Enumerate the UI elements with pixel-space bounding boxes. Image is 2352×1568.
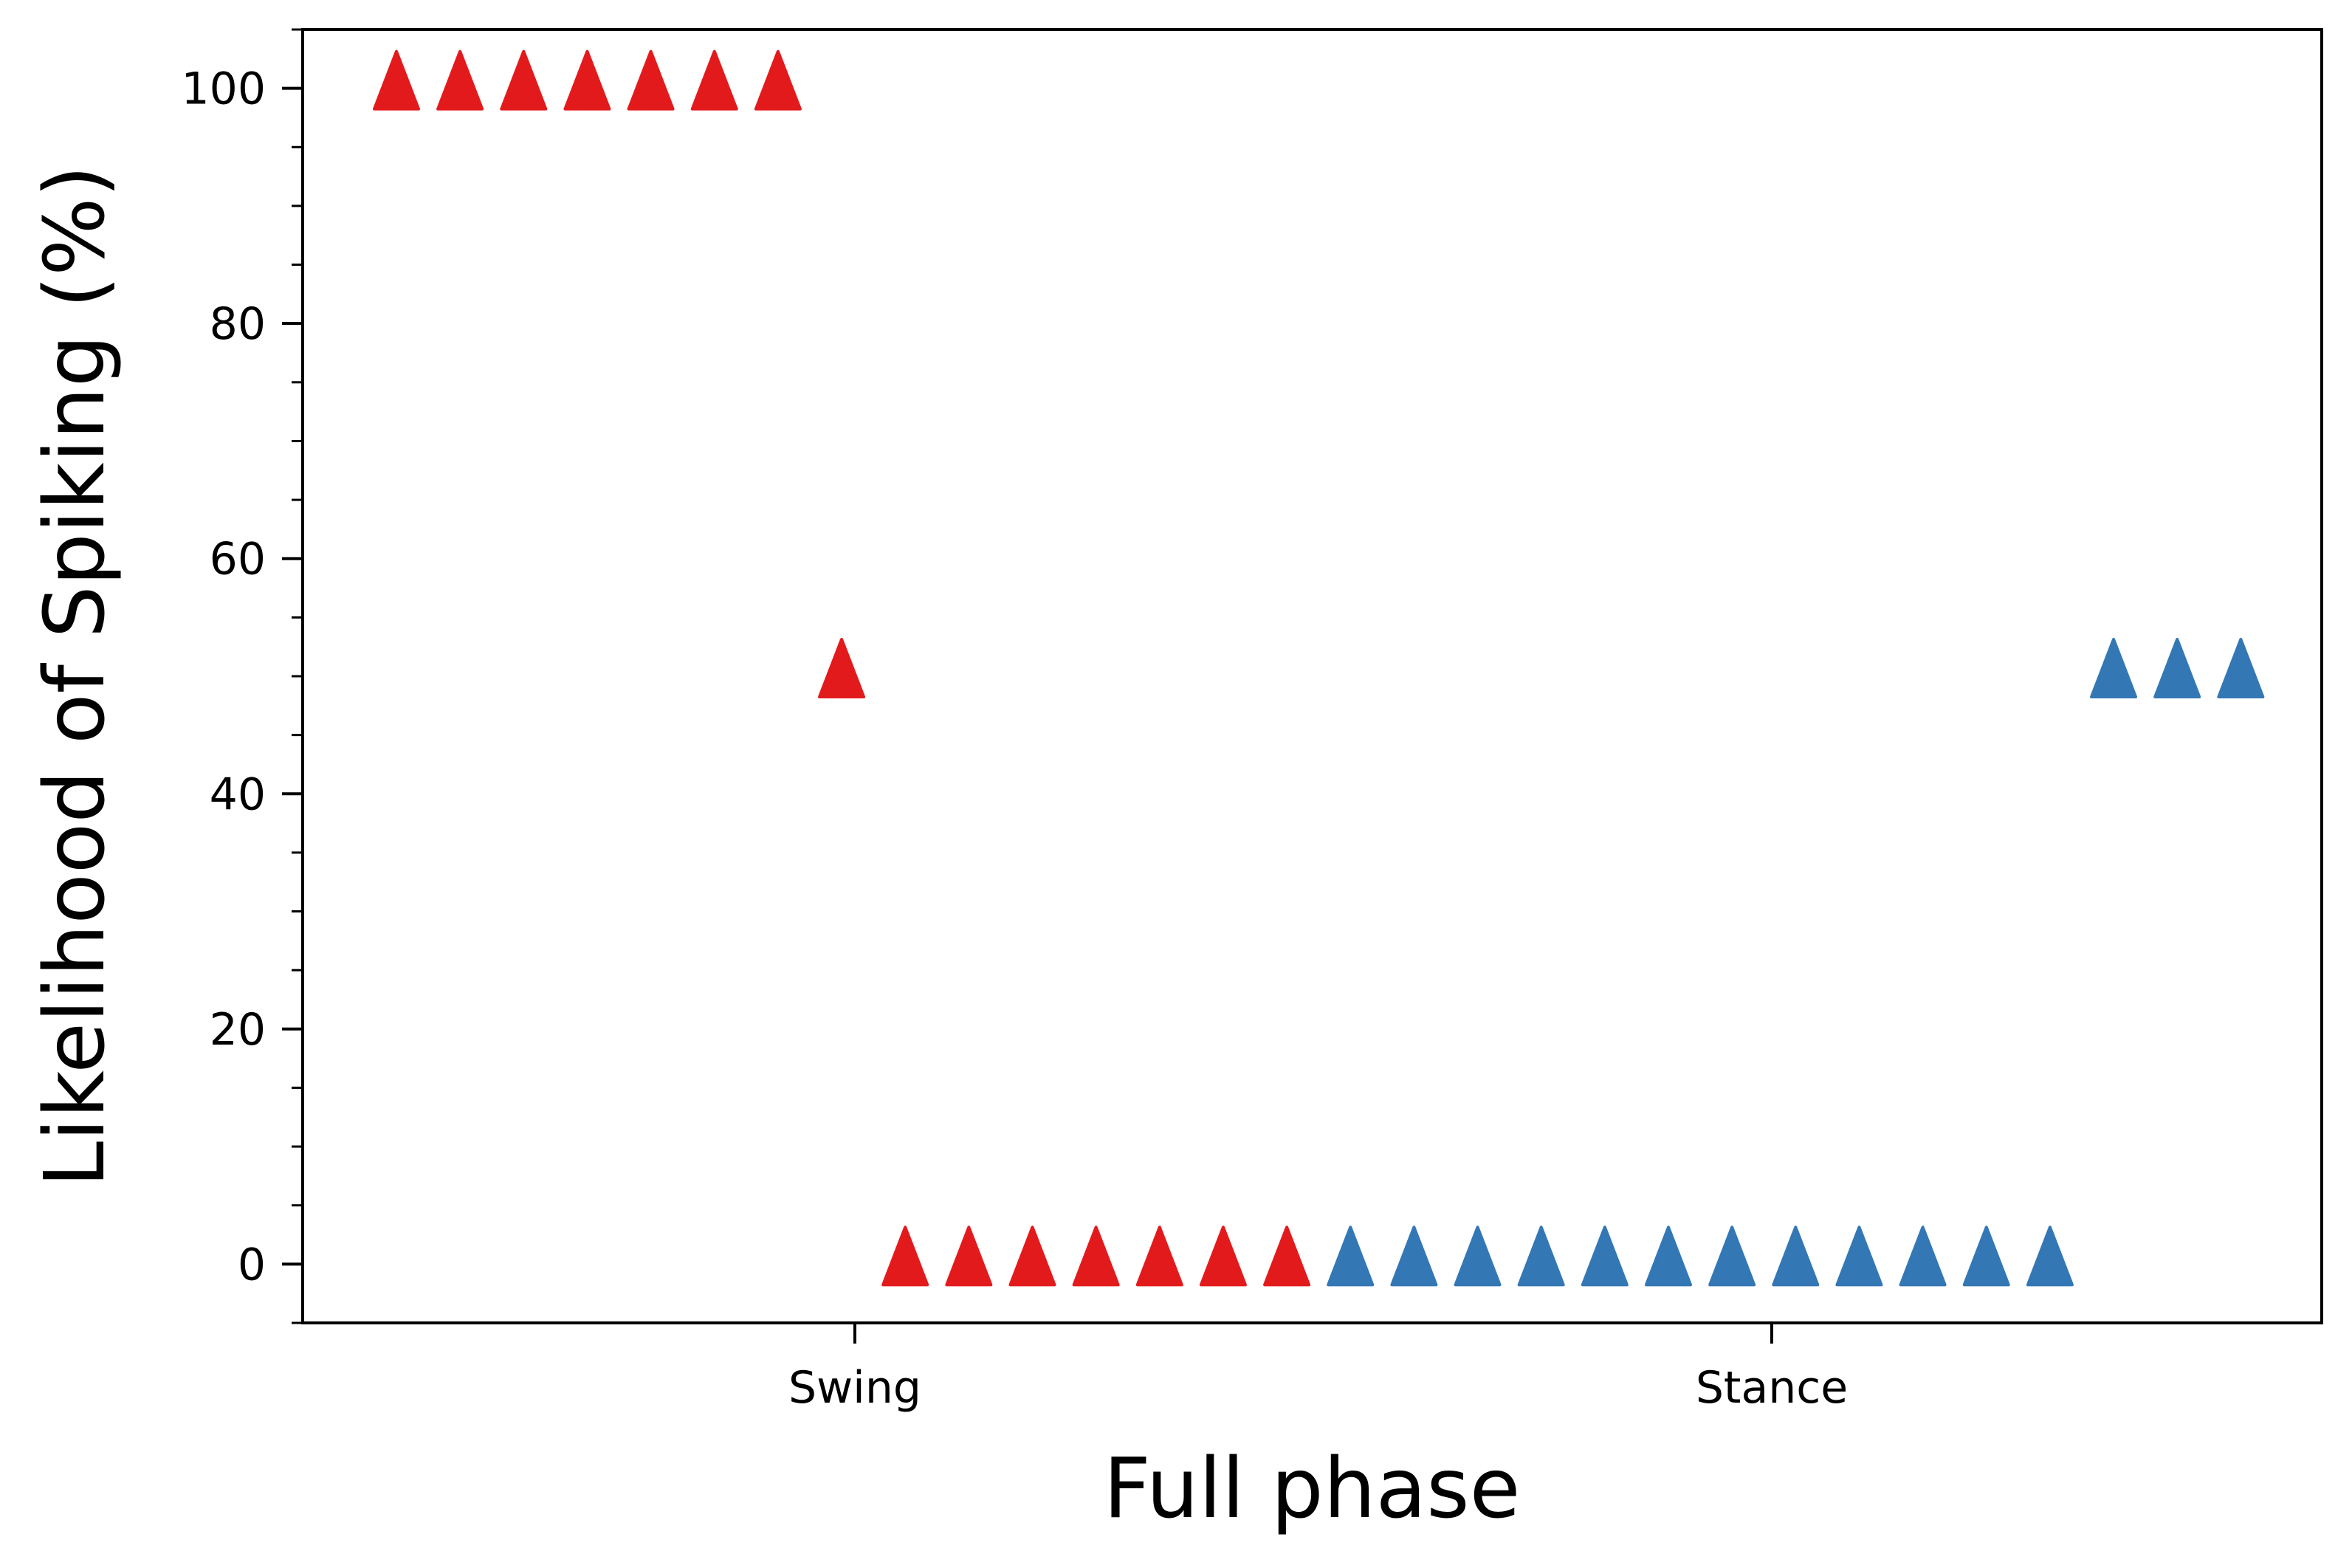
triangle-marker <box>1199 1225 1247 1287</box>
triangle-marker <box>818 638 866 698</box>
triangle-marker <box>2153 638 2201 698</box>
triangle-marker <box>1135 1225 1183 1287</box>
triangle-marker <box>627 49 675 111</box>
data-markers <box>373 49 2265 1287</box>
triangle-marker <box>1772 1225 1820 1287</box>
triangle-marker <box>1454 1225 1502 1287</box>
y-tick-label: 80 <box>210 298 266 350</box>
y-tick-label: 0 <box>238 1239 266 1290</box>
y-axis: 0 20 40 60 80 100 <box>181 28 303 1324</box>
x-axis: Swing Stance <box>788 1323 1848 1414</box>
x-tick-label-swing: Swing <box>788 1362 921 1414</box>
triangle-marker <box>1962 1225 2010 1287</box>
triangle-marker <box>1835 1225 1883 1287</box>
triangle-marker <box>500 49 548 111</box>
triangle-marker <box>436 49 484 111</box>
triangle-marker <box>690 49 738 111</box>
triangle-marker <box>2217 638 2265 698</box>
triangle-marker <box>1517 1225 1565 1287</box>
triangle-marker <box>1072 1225 1120 1287</box>
triangle-marker <box>1008 1225 1056 1287</box>
triangle-marker <box>1645 1225 1692 1287</box>
plot-area <box>301 28 2323 1324</box>
y-tick-label: 40 <box>210 768 266 820</box>
triangle-marker <box>1581 1225 1629 1287</box>
triangle-marker <box>373 49 420 111</box>
triangle-marker <box>945 1225 993 1287</box>
triangle-marker <box>2090 638 2138 698</box>
y-axis-title: Likelihood of Spiking (%) <box>27 165 123 1188</box>
triangle-marker <box>1899 1225 1947 1287</box>
triangle-marker <box>881 1225 929 1287</box>
triangle-marker <box>1390 1225 1438 1287</box>
y-tick-label: 100 <box>181 63 266 115</box>
triangle-marker <box>754 49 802 111</box>
y-tick-label: 20 <box>210 1004 266 1056</box>
x-axis-title: Full phase <box>1103 1441 1520 1537</box>
triangle-marker <box>1708 1225 1756 1287</box>
triangle-marker <box>1327 1225 1375 1287</box>
triangle-marker <box>2026 1225 2074 1287</box>
y-tick-label: 60 <box>210 534 266 585</box>
x-tick-label-stance: Stance <box>1696 1362 1848 1414</box>
triangle-marker <box>1263 1225 1311 1287</box>
triangle-marker <box>563 49 611 111</box>
